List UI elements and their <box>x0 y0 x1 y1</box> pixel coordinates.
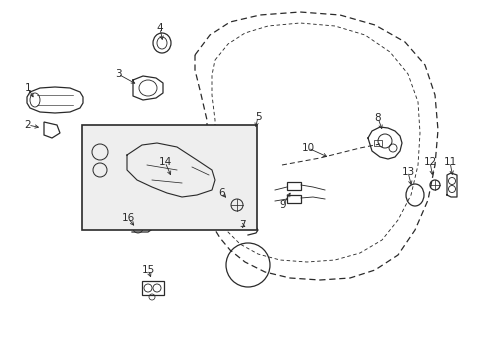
Text: 7: 7 <box>238 220 245 230</box>
Text: 6: 6 <box>218 188 225 198</box>
Text: 10: 10 <box>301 143 314 153</box>
Text: 15: 15 <box>141 265 154 275</box>
Text: 13: 13 <box>401 167 414 177</box>
Text: 5: 5 <box>254 112 261 122</box>
Text: 4: 4 <box>156 23 163 33</box>
Text: 8: 8 <box>374 113 381 123</box>
Text: 11: 11 <box>443 157 456 167</box>
Text: 2: 2 <box>24 120 31 130</box>
Text: 14: 14 <box>158 157 171 167</box>
Text: 1: 1 <box>24 83 31 93</box>
Text: 9: 9 <box>279 200 286 210</box>
Text: 12: 12 <box>423 157 436 167</box>
FancyBboxPatch shape <box>82 125 257 230</box>
Text: 16: 16 <box>121 213 134 223</box>
Text: 3: 3 <box>115 69 121 79</box>
